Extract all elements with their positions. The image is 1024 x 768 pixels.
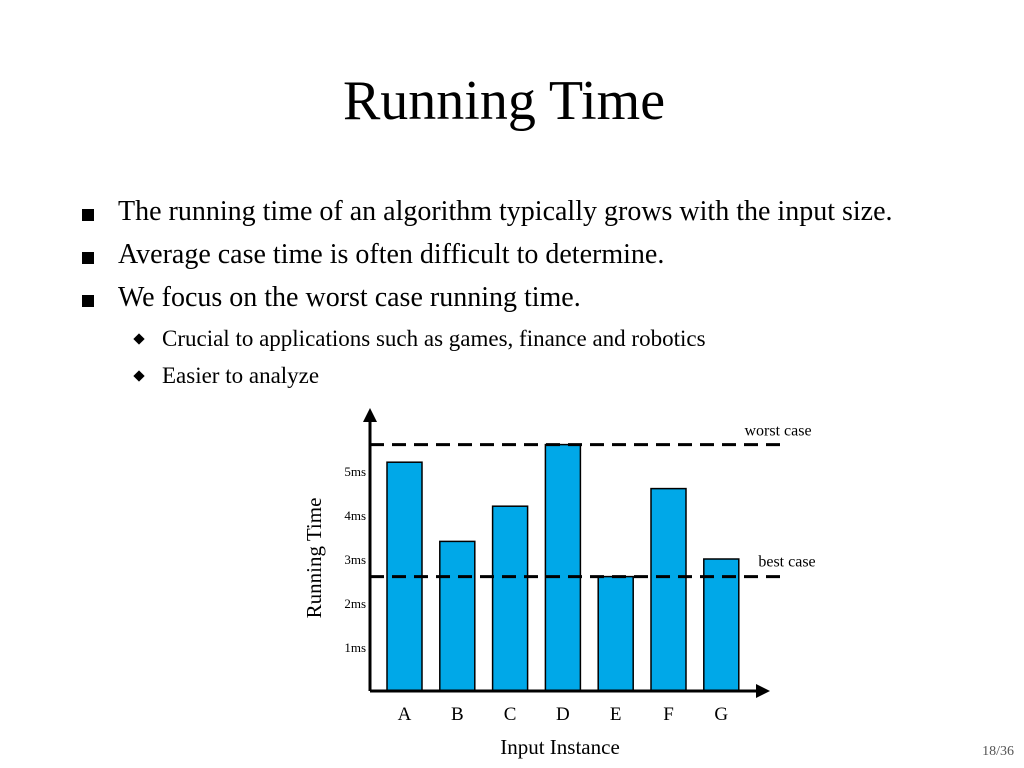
x-tick-label: F: [663, 704, 674, 725]
page-number: 18/36: [982, 744, 1014, 759]
bullet-item: We focus on the worst case running time.: [82, 280, 942, 316]
bar-B: [439, 540, 476, 692]
x-tick-label: E: [610, 704, 622, 725]
slide-title: Running Time: [342, 70, 666, 132]
sub-bullet-item: Crucial to applications such as games, f…: [82, 324, 942, 354]
square-bullet-icon: [82, 252, 94, 264]
bullet-item: The running time of an algorithm typical…: [82, 194, 942, 230]
y-tick-label: 3ms: [344, 552, 366, 567]
reference-line-label: worst case: [744, 423, 811, 440]
sub-bullet-item: Easier to analyze: [82, 361, 942, 391]
bar-D: [544, 443, 582, 692]
bullet-text: The running time of an algorithm typical…: [118, 196, 893, 227]
bullet-list: The running time of an algorithm typical…: [82, 194, 942, 391]
y-axis-arrow-icon: [363, 408, 377, 422]
x-tick-label: D: [556, 704, 570, 725]
bar-E: [597, 575, 634, 692]
y-tick-label: 5ms: [344, 464, 366, 479]
bullet-text: We focus on the worst case running time.: [118, 282, 581, 313]
x-tick-label: G: [714, 704, 728, 725]
sub-bullet-text: Easier to analyze: [162, 363, 320, 388]
bar-C: [491, 505, 529, 692]
y-tick-label: 1ms: [344, 640, 366, 655]
bullet-item: Average case time is often difficult to …: [82, 237, 942, 273]
y-axis-title: Running Time: [302, 498, 326, 619]
x-tick-label: B: [451, 704, 464, 725]
reference-line-label: best case: [758, 554, 815, 571]
bar-F: [650, 487, 687, 692]
x-tick-label: A: [398, 704, 412, 725]
sub-bullet-list: Crucial to applications such as games, f…: [82, 324, 942, 391]
square-bullet-icon: [82, 209, 94, 221]
y-tick-label: 4ms: [344, 508, 366, 523]
square-bullet-icon: [82, 295, 94, 307]
bar-G: [703, 558, 740, 692]
x-axis-arrow-icon: [756, 684, 770, 698]
x-tick-label: C: [504, 704, 517, 725]
x-axis-title: Input Instance: [500, 735, 620, 759]
bullet-text: Average case time is often difficult to …: [118, 239, 665, 270]
sub-bullet-text: Crucial to applications such as games, f…: [162, 326, 706, 351]
y-tick-label: 2ms: [344, 596, 366, 611]
